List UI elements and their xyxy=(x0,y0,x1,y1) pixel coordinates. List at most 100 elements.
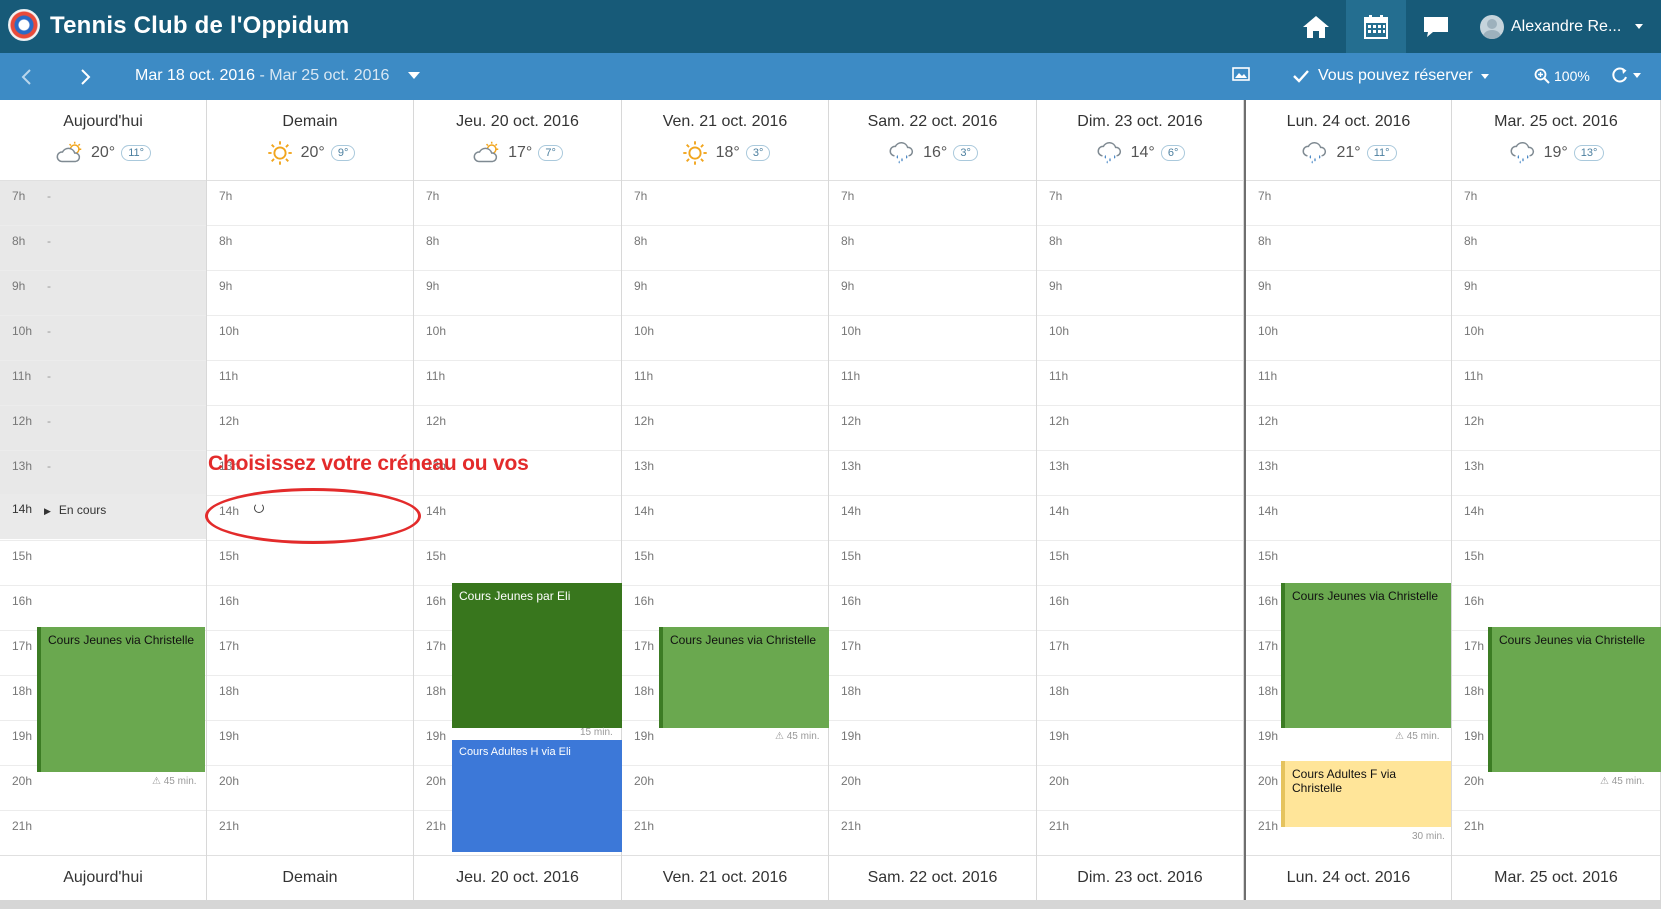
time-slot[interactable]: 12h xyxy=(1452,406,1660,451)
time-slot[interactable]: 15h xyxy=(1037,541,1243,586)
time-slot[interactable]: 18h xyxy=(1037,676,1243,721)
time-slot[interactable]: 13h xyxy=(829,451,1036,496)
user-menu[interactable]: Alexandre Re... xyxy=(1480,0,1661,53)
time-slot[interactable]: 11h xyxy=(414,361,621,406)
time-slot[interactable]: 17h xyxy=(207,631,413,676)
image-button[interactable] xyxy=(1232,66,1250,82)
time-slot[interactable]: 10h xyxy=(829,316,1036,361)
scrollbar-track[interactable] xyxy=(0,900,1661,909)
calendar-event[interactable]: Cours Jeunes par Eli xyxy=(452,583,622,728)
time-slot[interactable]: 21h xyxy=(207,811,413,856)
time-slot[interactable]: 15h xyxy=(1452,541,1660,586)
time-slot[interactable]: 7h xyxy=(414,181,621,226)
date-range-selector[interactable]: Mar 18 oct. 2016 - Mar 25 oct. 2016 xyxy=(135,67,420,85)
time-slot[interactable]: 8h xyxy=(414,226,621,271)
time-slot[interactable]: 18h xyxy=(829,676,1036,721)
time-slot[interactable]: 10h xyxy=(414,316,621,361)
time-slot[interactable]: 11h xyxy=(622,361,828,406)
calendar-event[interactable]: Cours Jeunes via Christelle xyxy=(1488,627,1661,772)
time-slot[interactable]: 17h xyxy=(1037,631,1243,676)
time-slot[interactable]: 8h xyxy=(829,226,1036,271)
time-slot[interactable]: 11h xyxy=(1037,361,1243,406)
time-slot[interactable]: 11h xyxy=(1452,361,1660,406)
time-slot[interactable]: 13h xyxy=(414,451,621,496)
time-slot[interactable]: 8h xyxy=(207,226,413,271)
reservation-status-menu[interactable]: Vous pouvez réserver xyxy=(1292,67,1489,85)
time-slot[interactable]: 21h xyxy=(622,811,828,856)
time-slot[interactable]: 7h xyxy=(1037,181,1243,226)
time-slot[interactable]: 7h xyxy=(1246,181,1451,226)
time-slot[interactable]: 21h xyxy=(1037,811,1243,856)
time-slot[interactable]: 15h xyxy=(207,541,413,586)
time-slot[interactable]: 15h xyxy=(622,541,828,586)
previous-week-button[interactable] xyxy=(19,68,33,86)
time-slot[interactable]: 15h xyxy=(414,541,621,586)
calendar-event[interactable]: Cours Jeunes via Christelle xyxy=(37,627,205,772)
time-slot[interactable]: 16h xyxy=(1037,586,1243,631)
time-slot[interactable]: 12h xyxy=(622,406,828,451)
time-slot[interactable]: 9h xyxy=(1246,271,1451,316)
time-slot[interactable]: 14h xyxy=(1246,496,1451,541)
time-slot[interactable]: 19h xyxy=(1037,721,1243,766)
time-slot[interactable]: 20h xyxy=(829,766,1036,811)
time-slot[interactable]: 13h xyxy=(1037,451,1243,496)
time-slot[interactable]: 7h xyxy=(1452,181,1660,226)
calendar-event[interactable]: Cours Adultes F via Christelle xyxy=(1281,761,1451,827)
time-slot[interactable]: 16h xyxy=(207,586,413,631)
time-slot[interactable]: 8h xyxy=(1452,226,1660,271)
time-slot[interactable]: 8h xyxy=(622,226,828,271)
time-slot[interactable]: 10h xyxy=(207,316,413,361)
time-slot[interactable]: 21h xyxy=(1452,811,1660,856)
time-slot[interactable]: 14h xyxy=(622,496,828,541)
time-slot[interactable]: 12h xyxy=(1246,406,1451,451)
time-slot[interactable]: 9h xyxy=(207,271,413,316)
time-slot[interactable]: 9h xyxy=(1452,271,1660,316)
time-slot[interactable]: 10h xyxy=(1452,316,1660,361)
calendar-event[interactable]: Cours Jeunes via Christelle xyxy=(1281,583,1451,728)
time-slot[interactable]: 21h xyxy=(829,811,1036,856)
calendar-event[interactable]: Cours Adultes H via Eli xyxy=(452,740,622,852)
time-slot[interactable]: 16h xyxy=(829,586,1036,631)
time-slot[interactable]: 11h xyxy=(829,361,1036,406)
time-slot[interactable]: 12h xyxy=(207,406,413,451)
refresh-button[interactable] xyxy=(1611,66,1641,84)
time-slot[interactable]: 20h xyxy=(1452,766,1660,811)
time-slot[interactable]: 20h xyxy=(1037,766,1243,811)
time-slot[interactable]: 9h xyxy=(622,271,828,316)
time-slot[interactable]: 7h xyxy=(207,181,413,226)
time-slot[interactable]: 14h xyxy=(414,496,621,541)
zoom-control[interactable]: 100% xyxy=(1534,68,1590,84)
time-slot[interactable]: 17h xyxy=(829,631,1036,676)
time-slot[interactable]: 16h xyxy=(622,586,828,631)
time-slot[interactable]: 20h xyxy=(207,766,413,811)
calendar-event[interactable]: Cours Jeunes via Christelle xyxy=(659,627,829,728)
time-slot[interactable]: 9h xyxy=(829,271,1036,316)
time-slot[interactable]: 19h xyxy=(622,721,828,766)
time-slot[interactable]: 12h xyxy=(414,406,621,451)
time-slot[interactable]: 11h xyxy=(207,361,413,406)
time-slot[interactable]: 10h xyxy=(622,316,828,361)
time-slot[interactable]: 14h xyxy=(1037,496,1243,541)
time-slot[interactable]: 13h xyxy=(1452,451,1660,496)
time-slot[interactable]: 11h xyxy=(1246,361,1451,406)
time-slot[interactable]: 9h xyxy=(1037,271,1243,316)
time-slot[interactable]: 7h xyxy=(829,181,1036,226)
time-slot[interactable]: 8h xyxy=(1037,226,1243,271)
next-week-button[interactable] xyxy=(79,68,93,86)
time-slot[interactable]: 16h xyxy=(1452,586,1660,631)
calendar-button[interactable] xyxy=(1346,0,1406,53)
messages-button[interactable] xyxy=(1406,0,1466,53)
time-slot[interactable]: 14h xyxy=(1452,496,1660,541)
time-slot[interactable]: 12h xyxy=(1037,406,1243,451)
time-slot[interactable]: 19h xyxy=(207,721,413,766)
time-slot[interactable]: 14h xyxy=(829,496,1036,541)
time-slot[interactable]: 15h xyxy=(829,541,1036,586)
time-slot[interactable]: 13h xyxy=(622,451,828,496)
home-button[interactable] xyxy=(1286,0,1346,53)
time-slot[interactable]: 9h xyxy=(414,271,621,316)
time-slot[interactable]: 10h xyxy=(1037,316,1243,361)
time-slot[interactable]: 13h xyxy=(1246,451,1451,496)
time-slot[interactable]: 19h xyxy=(829,721,1036,766)
time-slot[interactable]: 15h xyxy=(1246,541,1451,586)
time-slot[interactable]: 12h xyxy=(829,406,1036,451)
